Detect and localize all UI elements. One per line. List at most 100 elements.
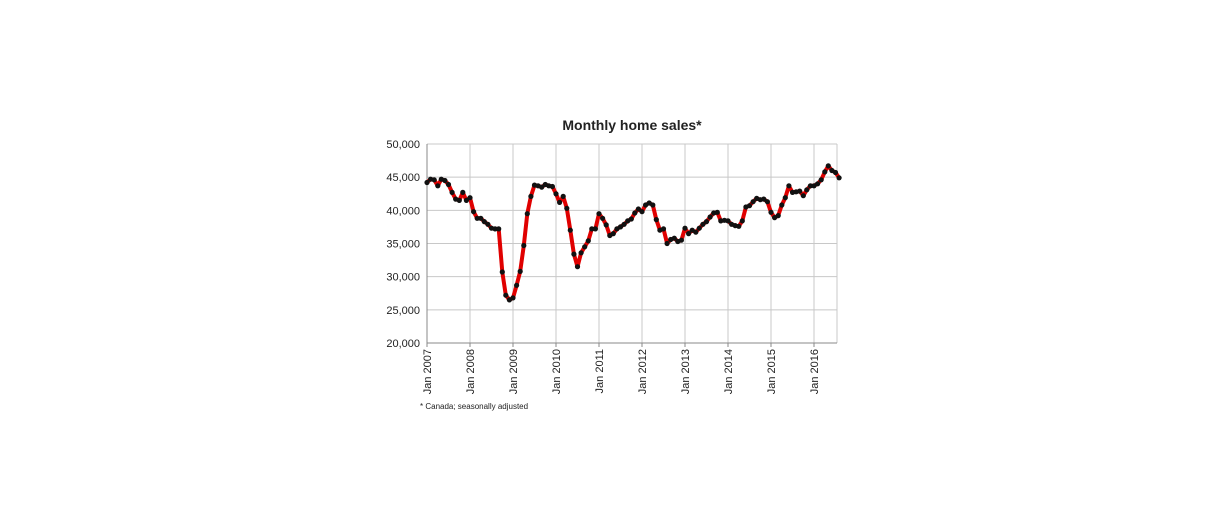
data-point — [603, 222, 609, 228]
data-point — [431, 177, 437, 183]
data-point — [639, 209, 645, 215]
data-point — [485, 221, 491, 227]
data-point — [442, 177, 448, 184]
data-point — [574, 264, 581, 270]
data-point — [600, 215, 606, 221]
data-point — [471, 209, 477, 215]
data-point — [707, 214, 713, 220]
chart-title: Monthly home sales* — [562, 117, 702, 133]
data-point — [628, 216, 634, 222]
data-point — [449, 189, 455, 195]
data-point — [632, 210, 638, 216]
data-point — [424, 179, 430, 186]
x-tick-label: Jan 2010 — [551, 349, 563, 394]
data-point — [678, 237, 685, 243]
data-point — [746, 203, 753, 209]
data-point — [779, 202, 785, 208]
x-tick-label: Jan 2015 — [766, 349, 778, 394]
data-point — [435, 183, 441, 189]
y-axis-ticks: 20,000 25,000 30,000 35,000 40,000 45,000 50,0… — [386, 139, 420, 350]
data-point — [761, 196, 767, 202]
x-tick-label: Jan 2016 — [809, 349, 821, 394]
data-point — [567, 227, 573, 233]
data-point — [671, 235, 677, 241]
data-point — [467, 195, 473, 201]
data-point — [822, 169, 828, 175]
data-point — [524, 211, 530, 217]
data-point — [768, 209, 774, 215]
data-point — [474, 215, 480, 221]
chart-footnote: * Canada; seasonally adjusted — [420, 402, 529, 411]
data-point — [686, 231, 692, 237]
x-tick-label: Jan 2007 — [422, 349, 434, 394]
data-point — [782, 195, 788, 201]
x-tick-label: Jan 2013 — [680, 349, 692, 394]
data-point — [560, 193, 566, 199]
data-point — [510, 295, 516, 301]
data-point — [786, 183, 792, 189]
data-point — [660, 226, 667, 232]
x-tick-label: Jan 2009 — [508, 349, 520, 394]
data-point — [517, 268, 523, 274]
data-point — [596, 211, 602, 217]
x-tick-label: Jan 2008 — [465, 349, 477, 394]
data-point — [635, 206, 642, 212]
data-point — [703, 219, 710, 225]
data-point — [564, 205, 570, 211]
data-point — [514, 282, 520, 288]
axes — [426, 144, 837, 347]
data-point — [481, 219, 487, 225]
data-point — [800, 193, 806, 199]
data-point — [460, 189, 466, 195]
data-point — [528, 193, 534, 199]
data-point — [589, 226, 595, 232]
data-point — [797, 188, 803, 194]
data-point — [736, 223, 742, 229]
x-tick-label: Jan 2011 — [594, 349, 606, 393]
gridlines — [426, 143, 838, 344]
data-point — [610, 231, 616, 237]
data-point — [693, 229, 699, 235]
data-point — [463, 197, 469, 203]
data-point — [553, 191, 559, 197]
data-point — [582, 244, 588, 250]
data-point — [804, 187, 810, 193]
data-point — [825, 163, 831, 169]
data-point — [696, 225, 702, 231]
data-point — [617, 224, 624, 230]
data-point — [592, 226, 599, 232]
data-point — [807, 183, 814, 189]
data-point — [496, 226, 502, 232]
data-point — [585, 238, 591, 244]
x-tick-label: Jan 2012 — [637, 349, 649, 394]
data-point — [832, 169, 839, 176]
y-tick-label: 25,000 — [386, 305, 420, 317]
data-point — [456, 197, 462, 203]
y-tick-label: 40,000 — [386, 205, 420, 217]
data-point — [764, 199, 771, 205]
data-point — [478, 215, 484, 221]
data-point — [664, 240, 670, 247]
data-point — [815, 181, 821, 187]
series-group — [424, 163, 842, 303]
x-axis-ticks: Jan 2007 Jan 2008 Jan 2009 Jan 2010 Jan 2011… — [422, 349, 821, 394]
data-point — [714, 209, 720, 215]
x-tick-label: Jan 2014 — [723, 349, 735, 394]
data-point — [775, 213, 781, 219]
y-tick-label: 45,000 — [386, 172, 420, 184]
data-point — [521, 242, 527, 249]
data-point — [445, 181, 452, 188]
data-point — [700, 221, 706, 227]
data-point — [578, 250, 584, 256]
y-tick-label: 20,000 — [386, 338, 420, 350]
data-point — [549, 183, 556, 190]
data-point — [571, 251, 577, 257]
y-tick-label: 30,000 — [386, 272, 420, 284]
data-point — [621, 221, 627, 227]
series-line — [425, 163, 842, 302]
data-point — [750, 199, 756, 205]
data-point — [650, 202, 656, 208]
data-point — [499, 269, 505, 275]
data-point — [539, 184, 545, 190]
